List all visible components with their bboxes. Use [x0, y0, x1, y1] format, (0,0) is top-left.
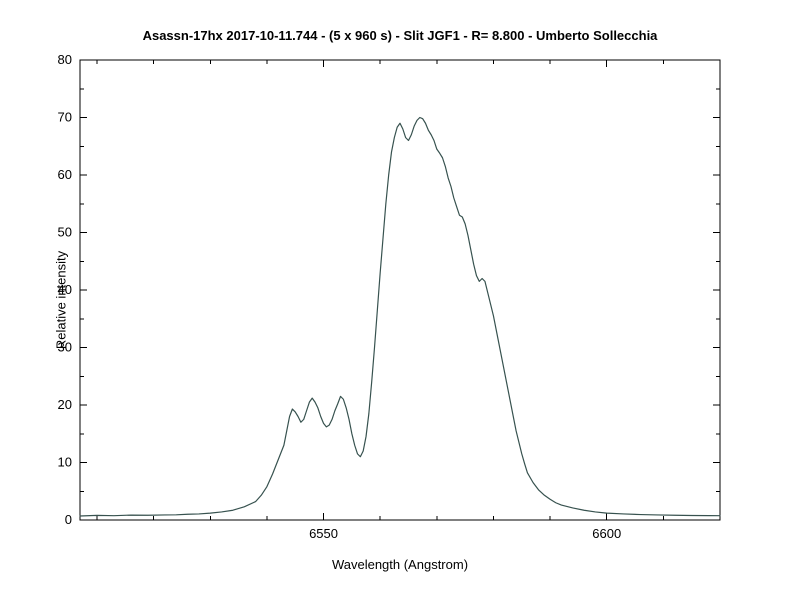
svg-text:50: 50: [58, 225, 72, 240]
chart-container: { "chart": { "type": "line", "title": "A…: [0, 0, 800, 600]
svg-text:20: 20: [58, 397, 72, 412]
svg-text:80: 80: [58, 52, 72, 67]
svg-text:6600: 6600: [592, 526, 621, 541]
svg-text:6550: 6550: [309, 526, 338, 541]
svg-text:70: 70: [58, 110, 72, 125]
svg-text:30: 30: [58, 340, 72, 355]
svg-text:0: 0: [65, 512, 72, 527]
spectrum-plot: 0 10 20 30 40 50 60 70 80 6550 6600: [0, 0, 800, 600]
svg-text:60: 60: [58, 167, 72, 182]
svg-text:10: 10: [58, 455, 72, 470]
svg-text:40: 40: [58, 282, 72, 297]
